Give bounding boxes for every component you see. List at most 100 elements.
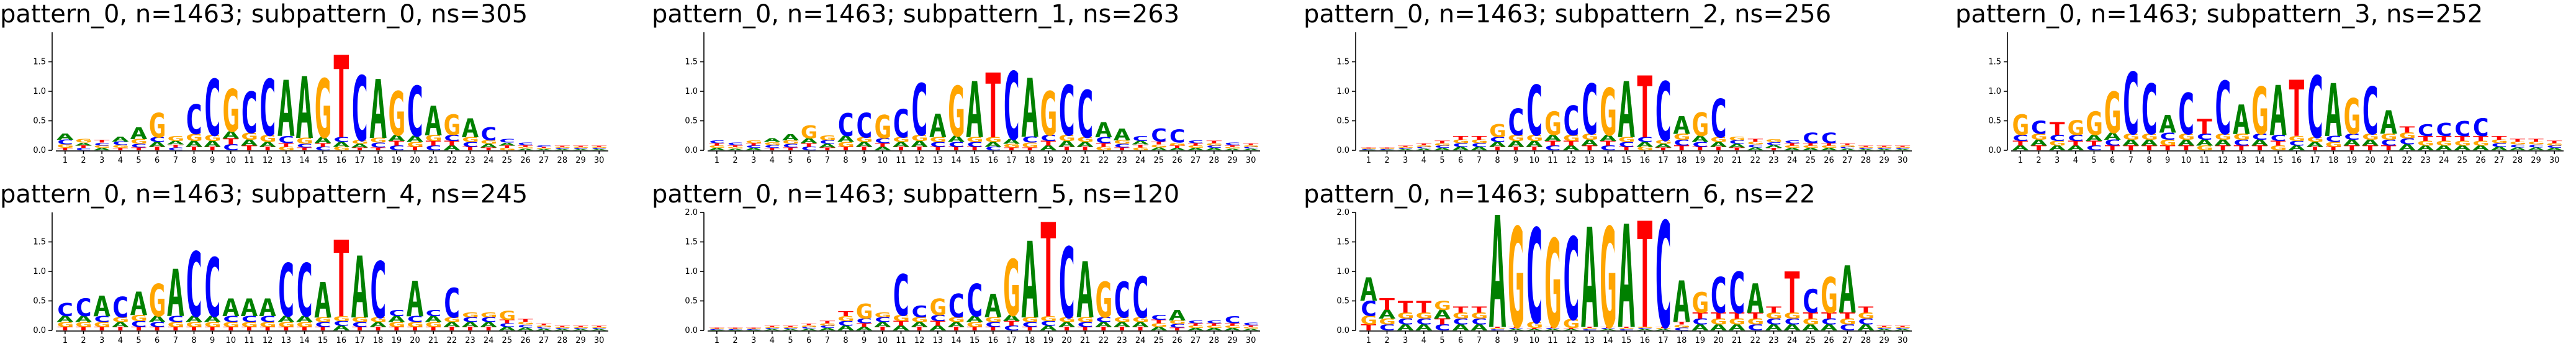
logo-letter-c: C — [929, 314, 947, 323]
logo-letter-g: G — [1433, 298, 1451, 312]
logo-letter-a: A — [1415, 323, 1433, 332]
x-tick-label: 24 — [1787, 336, 1798, 345]
logo-letter-a: A — [1783, 147, 1801, 151]
logo-letter-t: T — [2140, 145, 2158, 152]
logo-letter-a: A — [1765, 144, 1782, 149]
x-tick-label: 11 — [896, 336, 906, 345]
logo-letter-a: A — [2269, 72, 2287, 152]
logo-letter-a: A — [112, 135, 130, 143]
x-tick-label: 2 — [1384, 336, 1389, 345]
logo-letter-a: A — [800, 137, 818, 145]
logo-letter-g: G — [947, 73, 965, 153]
x-tick-label: 10 — [878, 336, 888, 345]
logo-letter-t: T — [1452, 306, 1469, 315]
logo-letter-c: C — [222, 315, 240, 324]
logo-letter-a: A — [148, 141, 166, 148]
x-tick-label: 23 — [1117, 336, 1127, 345]
y-tick-label: 0.5 — [33, 117, 46, 126]
x-tick-label: 20 — [1061, 156, 1072, 165]
logo-letter-c: C — [2509, 143, 2526, 148]
logo-letter-g: G — [1802, 317, 1819, 327]
x-tick-label: 5 — [788, 336, 793, 345]
logo-letter-t: T — [2472, 135, 2489, 142]
x-tick-label: 28 — [1209, 156, 1220, 165]
logo-letter-g: G — [1783, 311, 1801, 320]
logo-letter-t: T — [874, 326, 891, 332]
logo-letter-g: G — [855, 136, 873, 143]
logo-letter-t: T — [966, 146, 983, 152]
logo-letter-t: T — [1839, 143, 1856, 146]
x-tick-label: 30 — [594, 336, 605, 345]
logo-letter-t: T — [295, 147, 313, 152]
x-tick-label: 19 — [392, 156, 402, 165]
logo-letter-c: C — [800, 146, 817, 152]
x-tick-label: 11 — [244, 336, 254, 345]
logo-letter-t: T — [369, 147, 387, 152]
x-tick-label: 15 — [318, 336, 328, 345]
logo-letter-a: A — [1654, 329, 1672, 331]
logo-letter-g: G — [1562, 317, 1580, 331]
logo-letter-c: C — [1526, 202, 1543, 353]
logo-letter-a: A — [498, 326, 516, 332]
logo-letter-c: C — [1002, 53, 1020, 161]
x-tick-label: 6 — [2110, 156, 2115, 165]
logo-letter-c: C — [1599, 145, 1616, 152]
logo-letter-a: A — [572, 149, 589, 151]
logo-letter-g: G — [874, 312, 891, 319]
logo-letter-g: G — [204, 321, 221, 329]
logo-letter-g: G — [800, 325, 817, 328]
logo-letter-t: T — [93, 326, 110, 332]
logo-letter-c: C — [1581, 71, 1598, 151]
logo-letter-c: C — [1507, 328, 1524, 330]
logo-letter-t: T — [516, 318, 534, 323]
logo-letter-g: G — [1168, 319, 1186, 325]
logo-letter-c: C — [259, 315, 276, 324]
logo-letter-g: G — [745, 140, 762, 145]
x-tick-label: 3 — [1403, 336, 1408, 345]
logo-letter-g: G — [1728, 317, 1745, 327]
logo-letter-a: A — [1205, 147, 1223, 151]
y-tick-label: 1.5 — [1336, 238, 1349, 247]
logo-letter-c: C — [1150, 125, 1168, 146]
x-tick-label: 14 — [299, 156, 310, 165]
logo-letter-c: C — [929, 141, 947, 148]
x-tick-label: 13 — [281, 156, 292, 165]
logo-letter-g: G — [2140, 132, 2158, 142]
logo-letter-a: A — [1095, 321, 1113, 329]
logo-letter-c: C — [1433, 145, 1451, 148]
x-tick-label: 21 — [1732, 336, 1742, 345]
logo-letter-g: G — [295, 321, 313, 329]
logo-letter-a: A — [1618, 195, 1635, 354]
logo-letter-g: G — [2343, 89, 2361, 146]
logo-letter-c: C — [874, 137, 891, 145]
y-tick-label: 0.0 — [685, 146, 698, 155]
logo-letter-a: A — [333, 325, 351, 332]
logo-letter-a: A — [1507, 140, 1525, 149]
logo-letter-a: A — [480, 321, 498, 329]
logo-letter-g: G — [1618, 328, 1635, 330]
logo-letter-t: T — [708, 143, 726, 147]
